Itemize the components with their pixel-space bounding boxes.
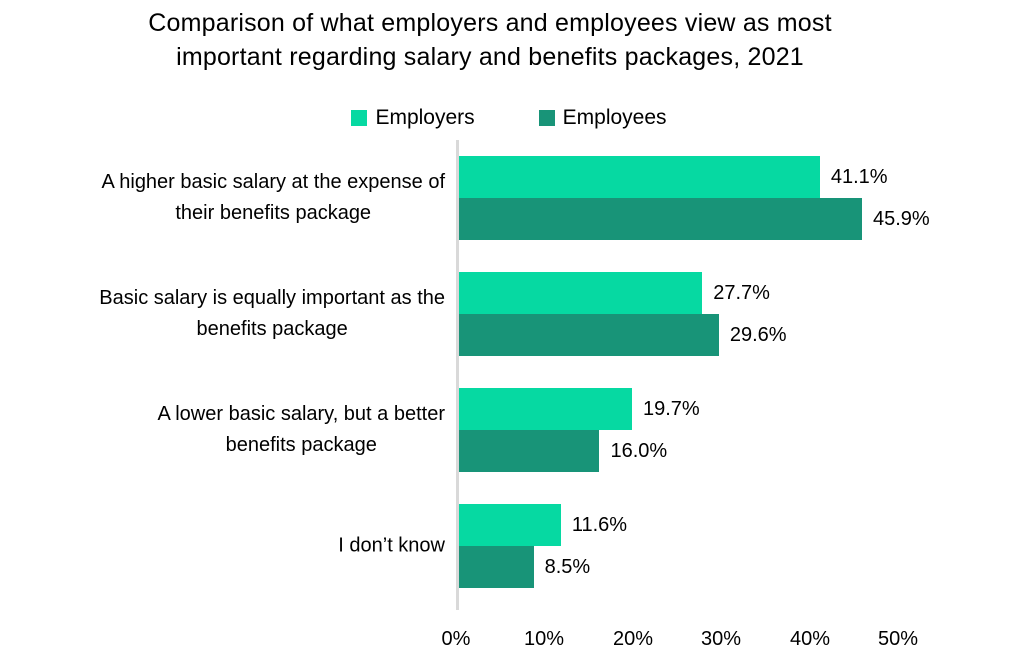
bar-value-label: 11.6% (571, 513, 628, 536)
bar-employees (459, 546, 534, 588)
bar-value-label: 27.7% (713, 281, 770, 304)
legend-item-employers: Employers (351, 106, 475, 130)
category-label: A higher basic salary at the expense of … (101, 171, 445, 224)
bar-employees (459, 314, 719, 356)
category-label: A lower basic salary, but a better benef… (157, 403, 445, 456)
bar-group-higher-salary: A higher basic salary at the expense of … (101, 156, 930, 240)
legend-swatch-employees (538, 110, 555, 126)
plot-area: A higher basic salary at the expense of … (99, 140, 930, 610)
bar-value-label: 29.6% (729, 323, 787, 346)
x-tick: 30% (700, 628, 742, 650)
bar-row: 16.0% (459, 430, 898, 472)
bar-row: 8.5% (459, 546, 898, 588)
legend-item-employees: Employees (538, 106, 667, 130)
x-axis: 0% 10% 20% 30% 40% 50% (442, 628, 918, 658)
bar-employers (459, 504, 561, 546)
x-tick: 20% (612, 628, 654, 650)
bar-employees (459, 430, 600, 472)
bar-row: 11.6% (459, 504, 898, 546)
bar-employees (459, 198, 862, 240)
chart-title: Comparison of what employers and employe… (148, 9, 832, 71)
bar-row: 45.9% (459, 198, 930, 240)
bar-row: 19.7% (459, 388, 898, 430)
category-label: I don’t know (338, 534, 445, 557)
bar-group-dont-know: I don’t know 11.6% 8.5% (338, 504, 898, 588)
bar-row: 27.7% (459, 272, 898, 314)
bar-value-label: 16.0% (610, 439, 668, 462)
legend-swatch-employers (351, 110, 368, 126)
x-tick: 10% (523, 628, 565, 650)
bar-value-label: 8.5% (544, 555, 591, 578)
bar-employers (459, 156, 820, 198)
bar-value-label: 19.7% (642, 397, 700, 420)
bar-value-label: 41.1% (830, 165, 888, 188)
x-tick: 0% (441, 628, 471, 650)
legend-label-employers: Employers (375, 106, 475, 129)
bar-employers (459, 272, 703, 314)
x-tick: 50% (877, 628, 919, 650)
bar-group-equally-important: Basic salary is equally important as the… (99, 272, 898, 356)
bar-group-lower-salary: A lower basic salary, but a better benef… (157, 388, 898, 472)
bar-row: 29.6% (459, 314, 898, 356)
legend: Employers Employees (4, 106, 1014, 130)
bar-value-label: 45.9% (873, 207, 930, 230)
legend-label-employees: Employees (562, 106, 667, 129)
x-tick: 40% (789, 628, 831, 650)
bar-employers (459, 388, 632, 430)
bar-row: 41.1% (459, 156, 898, 198)
category-label: Basic salary is equally important as the… (99, 287, 445, 340)
